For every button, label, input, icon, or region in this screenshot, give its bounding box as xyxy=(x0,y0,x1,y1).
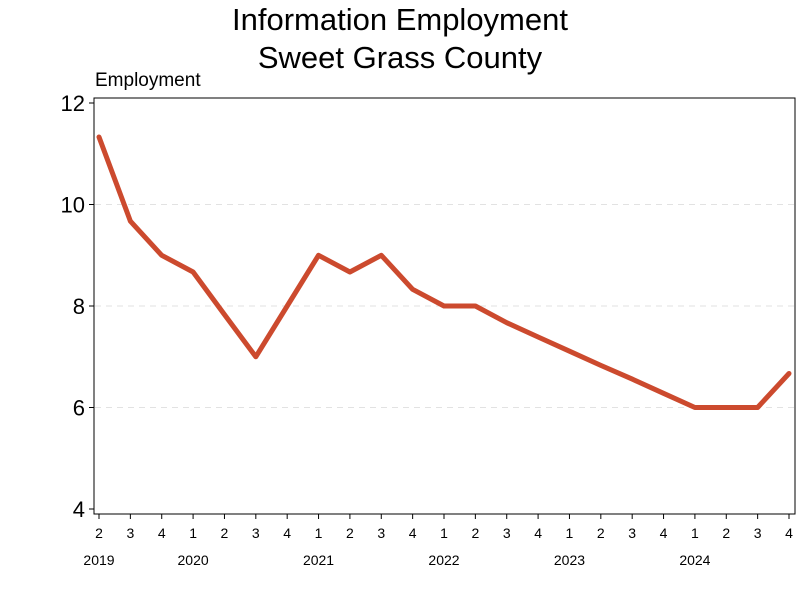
x-tick-label: 1 xyxy=(189,525,197,541)
x-tick-label: 4 xyxy=(283,525,291,541)
x-tick-label: 4 xyxy=(785,525,793,541)
x-tick-label: 2 xyxy=(597,525,605,541)
year-label: 2022 xyxy=(428,552,459,568)
y-axis-label: Employment xyxy=(95,70,201,91)
year-label: 2021 xyxy=(303,552,334,568)
x-tick-label: 2 xyxy=(221,525,229,541)
x-tick-label: 4 xyxy=(409,525,417,541)
x-tick-label: 4 xyxy=(660,525,668,541)
year-label: 2023 xyxy=(554,552,585,568)
x-tick-label: 2 xyxy=(471,525,479,541)
y-tick-label: 10 xyxy=(61,193,85,218)
x-tick-label: 3 xyxy=(503,525,511,541)
x-tick-label: 3 xyxy=(754,525,762,541)
x-tick-label: 4 xyxy=(534,525,542,541)
x-tick-label: 1 xyxy=(440,525,448,541)
chart-title-line1: Information Employment xyxy=(232,2,568,37)
year-label: 2020 xyxy=(178,552,209,568)
y-tick-label: 6 xyxy=(73,396,85,421)
x-tick-label: 2 xyxy=(95,525,103,541)
chart-title-line2: Sweet Grass County xyxy=(258,40,543,75)
x-tick-label: 3 xyxy=(126,525,134,541)
x-tick-label: 2 xyxy=(346,525,354,541)
series-line-employment xyxy=(96,134,792,410)
x-tick-label: 3 xyxy=(628,525,636,541)
x-tick-label: 1 xyxy=(566,525,574,541)
year-label: 2019 xyxy=(83,552,114,568)
x-tick-label: 4 xyxy=(158,525,166,541)
y-tick-label: 8 xyxy=(73,294,85,319)
x-tick-label: 2 xyxy=(722,525,730,541)
x-tick-label: 1 xyxy=(691,525,699,541)
x-tick-label: 3 xyxy=(377,525,385,541)
y-tick-label: 12 xyxy=(61,91,85,116)
x-tick-label: 3 xyxy=(252,525,260,541)
year-label: 2024 xyxy=(679,552,710,568)
y-tick-label: 4 xyxy=(73,497,85,522)
x-tick-label: 1 xyxy=(315,525,323,541)
